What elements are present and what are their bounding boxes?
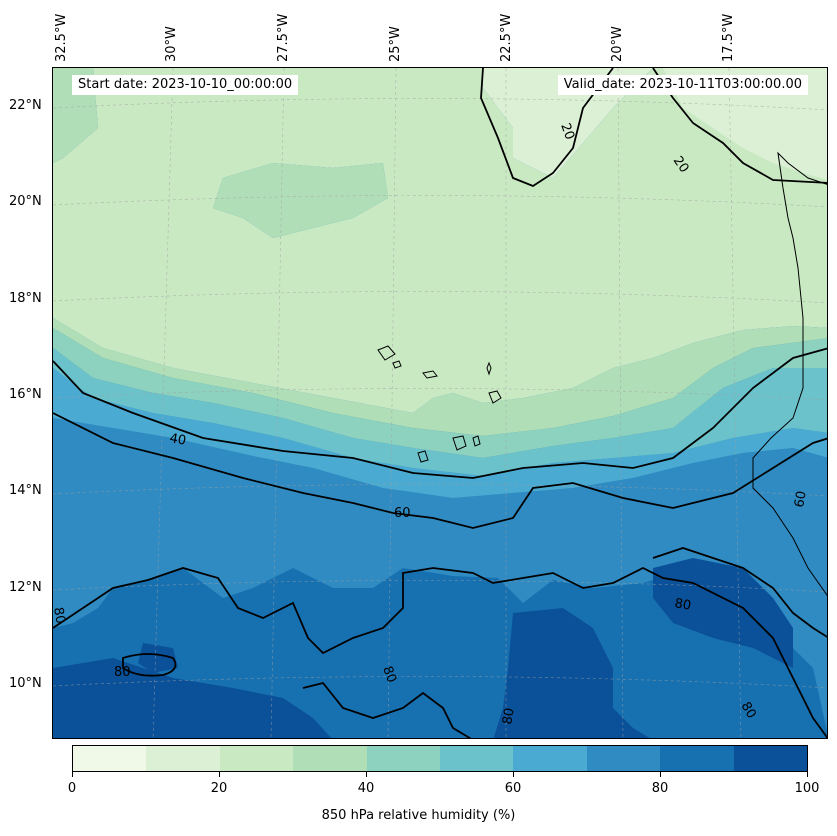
colorbar-segment: [440, 746, 514, 771]
map-canvas: 20 20 40 60 60 80 80 80 80 80 80: [53, 68, 827, 738]
colorbar-tick: [219, 772, 220, 777]
contour-label: 80: [379, 664, 399, 685]
fill-band-40-50: [53, 328, 827, 458]
lat-label: 14°N: [9, 483, 42, 498]
contour-label: 40: [168, 431, 187, 449]
colorbar-segment: [586, 746, 661, 771]
fill-band-70-80: [53, 398, 827, 731]
lon-label: 30°W: [164, 26, 179, 62]
coastline-africa: [752, 151, 827, 597]
contour-80: [652, 547, 827, 638]
coastlines: [377, 151, 827, 597]
contour-label: 60: [792, 490, 810, 509]
colorbar-segment: [513, 746, 587, 771]
colorbar-segment: [660, 746, 734, 771]
lat-label: 10°N: [9, 676, 42, 691]
island-cape-verde: [377, 345, 396, 361]
colorbar-tick: [513, 772, 514, 777]
lat-label: 16°N: [9, 387, 42, 402]
contour-80: [53, 566, 827, 738]
fill-band-90-100: [53, 658, 332, 738]
island-cape-verde: [417, 450, 429, 463]
island-cape-verde: [392, 360, 402, 369]
fill-band-90-100: [138, 643, 178, 673]
lon-label: 17.5°W: [721, 13, 736, 62]
contour-label: 80: [114, 665, 131, 680]
contour-label: 80: [738, 700, 759, 722]
lat-label: 20°N: [9, 194, 42, 209]
fill-band-20-30: [53, 68, 827, 413]
lon-label: 32.5°W: [54, 13, 69, 62]
colorbar-tick-label: 40: [357, 781, 375, 796]
colorbar-segment: [733, 746, 808, 771]
colorbar: [72, 745, 808, 772]
lon-label: 27.5°W: [276, 13, 291, 62]
island-cape-verde: [422, 370, 438, 379]
colorbar-segment: [293, 746, 367, 771]
island-cape-verde: [452, 435, 467, 451]
colorbar-tick: [366, 772, 367, 777]
valid-date-label: Valid_date: 2023-10-11T03:00:00.00: [557, 75, 808, 95]
contour-label: 20: [557, 121, 577, 142]
colorbar-tick: [72, 772, 73, 777]
fill-band-90-100: [493, 608, 650, 738]
fill-band-50-60: [53, 348, 827, 476]
island-cape-verde: [472, 435, 481, 447]
lon-label: 22.5°W: [499, 13, 514, 62]
fill-band-60-70: [53, 368, 827, 498]
contour-80: [122, 653, 177, 677]
start-date-label: Start date: 2023-10-10_00:00:00: [72, 75, 299, 95]
contour-lines: [53, 68, 827, 738]
graticule: [53, 68, 827, 738]
colorbar-tick-label: 60: [504, 781, 522, 796]
lon-label: 20°W: [610, 26, 625, 62]
lon-label: 25°W: [388, 26, 403, 62]
contour-20: [652, 68, 827, 184]
colorbar-segment: [366, 746, 441, 771]
contour-label: 80: [673, 596, 692, 614]
contour-label: 80: [500, 707, 518, 726]
colorbar-tick-label: 80: [651, 781, 669, 796]
island-cape-verde: [486, 361, 492, 376]
lat-label: 18°N: [9, 291, 42, 306]
lat-label: 22°N: [9, 98, 42, 113]
colorbar-tick-label: 20: [210, 781, 228, 796]
contour-60: [53, 412, 827, 529]
colorbar-tick-label: 0: [67, 781, 77, 796]
contour-80: [302, 681, 472, 738]
colorbar-tick-label: 100: [794, 781, 820, 796]
contour-label: 80: [53, 606, 68, 625]
colorbar-tick: [660, 772, 661, 777]
contour-20: [480, 68, 614, 188]
contour-40: [53, 347, 827, 479]
lat-label: 12°N: [9, 580, 42, 595]
colorbar-segment: [73, 746, 147, 771]
contour-label: 60: [394, 506, 411, 521]
colorbar-segment: [146, 746, 220, 771]
island-cape-verde: [488, 390, 502, 404]
colorbar-segment: [219, 746, 294, 771]
colorbar-title: 850 hPa relative humidity (%): [321, 808, 516, 823]
contour-labels: 20 20 40 60 60 80 80 80 80 80 80: [53, 121, 810, 725]
fill-band-90-100: [653, 558, 793, 668]
colorbar-tick: [807, 772, 808, 777]
humidity-map: 20 20 40 60 60 80 80 80 80 80 80: [52, 67, 828, 739]
